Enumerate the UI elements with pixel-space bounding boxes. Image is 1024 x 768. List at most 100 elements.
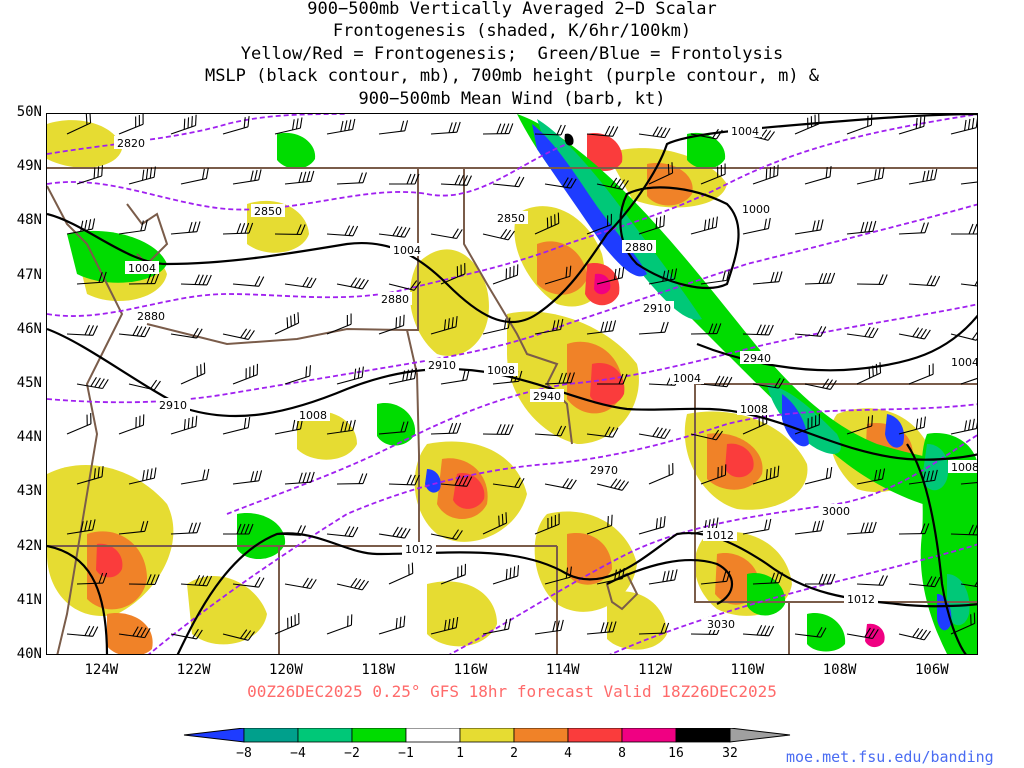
wind-barb <box>534 318 564 335</box>
wind-barb <box>430 228 463 240</box>
wind-barb <box>794 326 827 337</box>
wind-barb <box>128 273 160 285</box>
wind-barb <box>482 424 514 436</box>
height-label: 3030 <box>707 618 735 631</box>
wind-barb <box>118 626 151 639</box>
wind-barb <box>180 167 209 185</box>
wind-barb <box>700 375 733 388</box>
mslp-label: 1000 <box>742 203 770 216</box>
wind-barb <box>596 177 629 190</box>
wind-barb <box>170 628 203 640</box>
pacific-coastline <box>47 185 124 654</box>
wind-barb <box>336 366 364 385</box>
wind-barb <box>492 176 525 188</box>
wind-barbs <box>66 114 977 641</box>
colorbar-segment <box>459 728 515 743</box>
wind-barb <box>586 426 619 438</box>
wind-barb <box>66 324 98 336</box>
wind-barb <box>638 321 669 335</box>
wind-barb <box>389 173 420 185</box>
wind-barb <box>388 367 417 385</box>
mslp-label: 1004 <box>128 262 156 275</box>
contour-label-background <box>251 204 285 217</box>
wind-barb <box>638 426 671 440</box>
height-label: 2940 <box>533 390 561 403</box>
wind-barb <box>482 512 508 535</box>
wind-barb <box>222 222 254 235</box>
height-contour-3030 <box>609 543 977 654</box>
mslp-label: 1008 <box>299 409 327 422</box>
wind-barb <box>742 217 771 235</box>
wind-barb <box>690 429 723 441</box>
wind-barb <box>908 363 934 385</box>
colorbar-max-arrow <box>729 728 791 743</box>
contour-label-background <box>948 355 977 368</box>
wind-barb <box>76 572 108 585</box>
frontogenesis-extreme-areas <box>564 133 574 146</box>
contour-label-background <box>114 136 148 149</box>
wind-barb <box>430 422 462 435</box>
lat-label: 44N <box>16 429 42 446</box>
utah-colorado-border <box>695 601 790 654</box>
forecast-valid-label: 00Z26DEC2025 0.25° GFS 18hr forecast Val… <box>247 682 777 701</box>
wind-barb <box>170 522 201 535</box>
lat-label: 46N <box>16 320 42 337</box>
contour-label-background <box>703 528 737 541</box>
lat-label: 41N <box>16 591 42 608</box>
wind-barb <box>544 566 572 585</box>
height-label: 2880 <box>625 241 653 254</box>
lon-label: 124W <box>84 662 119 678</box>
wind-barb <box>222 328 255 340</box>
wind-barb <box>118 114 144 135</box>
wind-barb <box>284 577 317 590</box>
lon-label: 106W <box>915 662 949 678</box>
wind-barb <box>597 373 628 385</box>
lon-label: 116W <box>453 662 488 678</box>
title-line-5: 900−500mb Mean Wind (barb, kt) <box>358 89 666 109</box>
wind-barb <box>752 572 783 585</box>
wind-barb <box>596 567 625 585</box>
frontogenesis-strong-areas <box>96 133 754 578</box>
wind-barb <box>950 330 977 341</box>
mslp-contour-1004-north <box>47 114 977 324</box>
lat-label: 50N <box>16 104 42 120</box>
wind-barb <box>128 166 156 185</box>
contour-label-background <box>640 301 674 314</box>
wind-barb <box>700 163 726 185</box>
wind-barb <box>274 312 300 335</box>
credit-link[interactable]: moe.met.fsu.edu/banding <box>786 748 994 766</box>
mslp-contour-1008-ut <box>606 558 733 605</box>
mslp-contour-1008 <box>47 327 977 461</box>
wind-barb <box>534 124 566 136</box>
wind-barb <box>794 114 820 135</box>
wind-barb <box>638 622 670 635</box>
lat-label: 43N <box>16 483 42 500</box>
wind-barb <box>284 276 317 289</box>
colorbar-tick-label: 2 <box>510 746 518 761</box>
wind-barb <box>378 314 405 335</box>
wind-barb <box>690 323 722 335</box>
lon-label: 108W <box>822 662 857 678</box>
wind-barb <box>950 524 977 536</box>
mslp-label: 1012 <box>847 593 875 606</box>
colorbar-min-arrow <box>183 728 245 743</box>
wind-barb <box>492 477 525 489</box>
height-contours <box>47 114 977 654</box>
wind-barb <box>804 166 832 185</box>
contour-label-background <box>134 309 168 322</box>
wind-barb <box>586 514 613 535</box>
wind-barb <box>794 626 827 638</box>
lat-label: 49N <box>16 158 42 175</box>
contour-label-background <box>156 398 190 411</box>
contour-label-background <box>670 371 704 384</box>
wind-barb <box>960 576 977 589</box>
wind-barb <box>388 280 421 291</box>
wind-barb <box>898 115 926 135</box>
oregon-idaho-border <box>406 329 420 546</box>
wind-barb <box>440 369 470 385</box>
colorbar-segment <box>513 728 569 743</box>
contour-label-background <box>390 243 424 256</box>
lon-label: 112W <box>638 662 672 678</box>
wind-barb <box>700 570 731 585</box>
wind-barb <box>430 121 461 135</box>
